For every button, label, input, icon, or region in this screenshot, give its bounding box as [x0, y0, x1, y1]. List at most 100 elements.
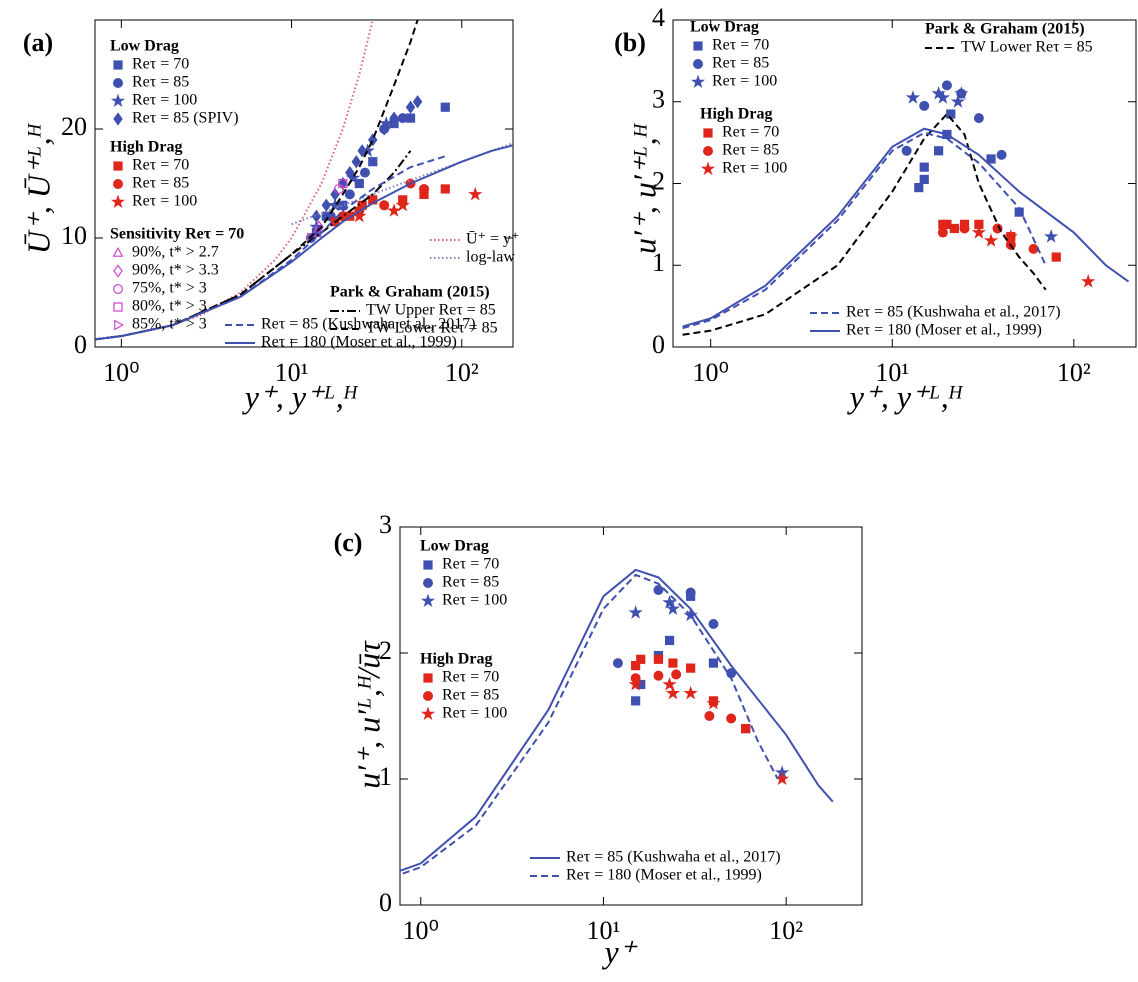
marker	[628, 605, 643, 619]
plot-area	[95, 20, 513, 341]
legend-label: Reτ = 85	[442, 574, 499, 591]
legend-label: Reτ = 85	[712, 55, 769, 72]
marker	[379, 200, 390, 211]
legend-label: 90%, t* > 3.3	[132, 262, 219, 279]
marker	[327, 197, 343, 212]
marker	[1051, 252, 1061, 262]
legend-marker	[692, 58, 703, 69]
x-tick-label: 10⁰	[403, 916, 439, 945]
marker	[311, 209, 322, 223]
marker	[685, 587, 696, 598]
plot-area	[400, 568, 834, 876]
marker	[726, 713, 737, 724]
x-axis-label: y⁺, y⁺ᴸ,ᴴ	[242, 378, 359, 414]
legend-marker	[420, 593, 436, 608]
marker	[914, 182, 924, 193]
y-axis-label: Ū⁺, Ū⁺ᴸ,ᴴ	[20, 122, 56, 254]
marker	[397, 113, 408, 124]
series-line	[400, 568, 834, 872]
marker	[665, 685, 681, 700]
y-tick-label: 3	[652, 85, 665, 114]
marker	[950, 94, 966, 108]
legend-label: Reτ = 100	[132, 193, 197, 210]
marker	[935, 90, 950, 104]
marker	[949, 223, 960, 234]
marker	[971, 225, 986, 239]
marker	[941, 80, 952, 91]
legend-label: 75%, t* > 3	[132, 280, 207, 297]
legend-label: Reτ = 70	[712, 37, 769, 54]
x-tick-label: 10²	[1057, 358, 1091, 387]
y-tick-label: 4	[652, 3, 665, 32]
legend-label: Reτ = 70	[132, 157, 189, 174]
legend-title: High Drag	[700, 106, 772, 123]
legend-label: Reτ = 85	[442, 687, 499, 704]
marker	[1003, 229, 1018, 243]
legend-marker	[690, 74, 706, 89]
marker	[706, 695, 721, 710]
marker	[775, 771, 790, 786]
legend-title: Sensitivity Reτ = 70	[110, 226, 244, 243]
marker	[708, 658, 719, 668]
legend-marker	[112, 246, 124, 257]
marker	[419, 183, 430, 194]
legend-label: Reτ = 85	[132, 175, 189, 192]
panel-label: (b)	[614, 28, 646, 57]
marker	[983, 233, 999, 247]
y-tick-label: 0	[74, 330, 87, 359]
legend-label: Reτ = 85	[722, 142, 779, 159]
series-line	[291, 142, 513, 226]
marker	[440, 184, 450, 194]
series-line	[95, 144, 513, 341]
legend-marker	[423, 690, 434, 701]
legend-marker	[112, 179, 123, 190]
legend-title: Low Drag	[420, 538, 489, 555]
legend-title: Park & Graham (2015)	[330, 284, 490, 301]
legend-label: Reτ = 180 (Moser et al., 1999)	[566, 867, 762, 884]
x-tick-label: 10¹	[875, 358, 909, 387]
marker	[389, 111, 399, 125]
marker	[683, 685, 698, 700]
marker	[636, 654, 646, 664]
series-line	[682, 127, 1130, 328]
legend-marker	[113, 60, 123, 70]
marker	[330, 187, 340, 202]
x-tick-label: 10²	[769, 916, 803, 945]
marker	[905, 90, 921, 104]
legend-label: Ū⁺ = y⁺	[466, 231, 519, 248]
legend-label: Reτ = 180 (Moser et al., 1999)	[261, 334, 457, 351]
legend-title: High Drag	[110, 139, 182, 156]
marker	[919, 100, 930, 111]
legend-title: High Drag	[420, 651, 492, 668]
x-tick-label: 10²	[445, 358, 479, 387]
legend-title: Park & Graham (2015)	[925, 21, 1085, 38]
marker	[668, 658, 678, 668]
marker	[368, 157, 378, 167]
y-tick-label: 1	[379, 762, 392, 791]
legend-marker	[420, 706, 436, 721]
legend-title: Low Drag	[110, 38, 179, 55]
x-axis-label: y⁺	[601, 933, 637, 969]
y-tick-label: 0	[379, 888, 392, 917]
marker	[468, 186, 483, 201]
marker	[959, 223, 970, 234]
marker	[628, 677, 643, 691]
legend-marker	[703, 128, 713, 138]
series-line	[682, 112, 1047, 336]
series-line	[95, 20, 374, 341]
legend-label: 90%, t* > 2.7	[132, 244, 219, 261]
marker	[665, 601, 681, 615]
marker	[344, 189, 355, 200]
marker	[934, 146, 944, 156]
marker	[704, 710, 715, 721]
marker	[379, 122, 389, 136]
legend-marker	[423, 577, 434, 588]
marker	[919, 174, 929, 185]
marker	[708, 619, 719, 630]
x-tick-label: 10¹	[587, 916, 621, 945]
legend-label: Reτ = 180 (Moser et al., 1999)	[846, 322, 1042, 339]
y-axis-label: u′⁺, u′ᴸ,ᴴ/ūτ	[350, 640, 386, 789]
marker	[996, 149, 1007, 160]
marker	[412, 95, 423, 109]
